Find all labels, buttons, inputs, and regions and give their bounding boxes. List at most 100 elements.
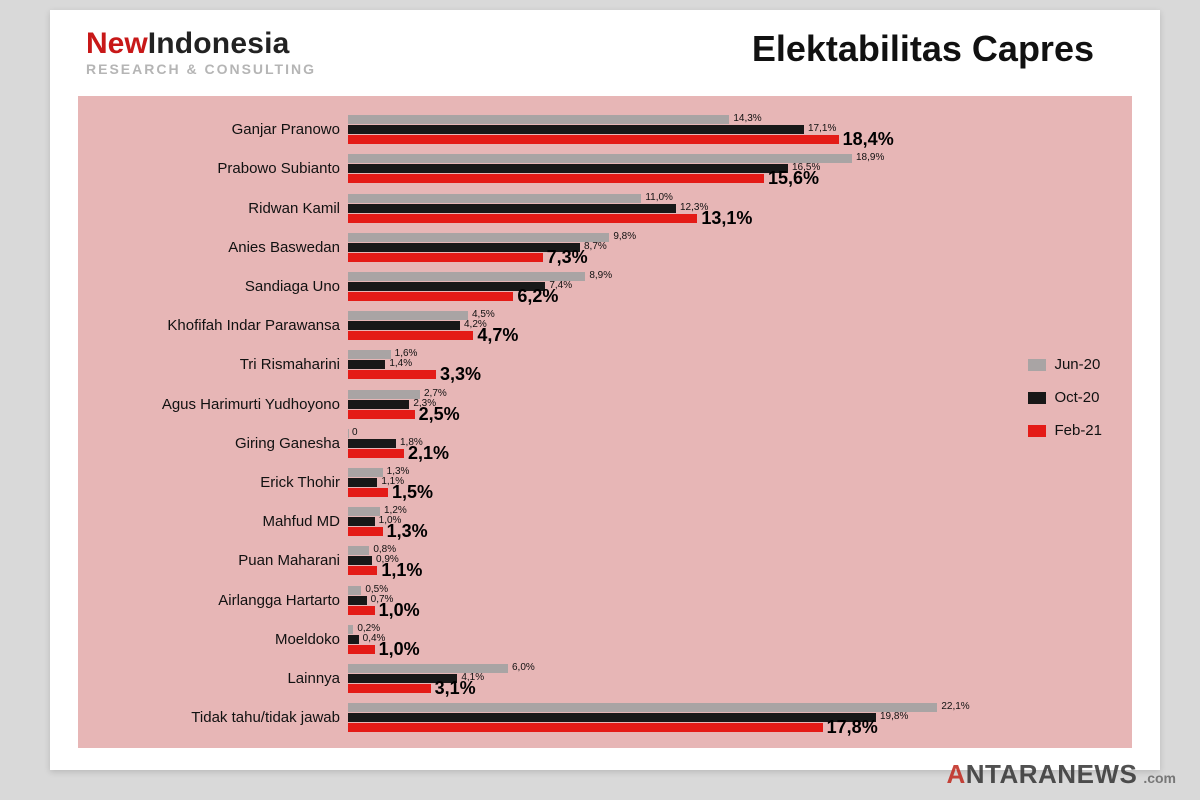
- bars-wrap: 11,0%12,3%13,1%: [348, 189, 1132, 228]
- bars-wrap: 01,8%2,1%: [348, 424, 1132, 463]
- logo-part2: Indonesia: [148, 27, 290, 60]
- bar-jun20: [348, 154, 852, 163]
- bar-jun20: [348, 586, 361, 595]
- legend: Jun-20 Oct-20 Feb-21: [1028, 356, 1102, 455]
- chart-row: Tidak tahu/tidak jawab22,1%19,8%17,8%: [78, 698, 1132, 737]
- bar-label-feb21: 3,3%: [440, 365, 481, 383]
- bar-oct20: [348, 596, 367, 605]
- watermark-suffix: .com: [1143, 770, 1176, 786]
- bar-feb21: [348, 214, 697, 223]
- bar-oct20: [348, 713, 876, 722]
- category-label: Tri Rismaharini: [78, 356, 348, 373]
- category-label: Lainnya: [78, 670, 348, 687]
- bar-label-feb21: 7,3%: [547, 248, 588, 266]
- legend-item-jun20: Jun-20: [1028, 356, 1102, 373]
- bar-oct20: [348, 439, 396, 448]
- bar-label-jun20: 11,0%: [645, 193, 673, 203]
- bar-jun20: [348, 468, 383, 477]
- bar-jun20: [348, 115, 729, 124]
- bar-oct20: [348, 635, 359, 644]
- bar-oct20: [348, 204, 676, 213]
- bar-label-feb21: 17,8%: [827, 718, 878, 736]
- bars-wrap: 0,2%0,4%1,0%: [348, 620, 1132, 659]
- bar-jun20: [348, 625, 353, 634]
- chart-row: Ganjar Pranowo14,3%17,1%18,4%: [78, 110, 1132, 149]
- bar-jun20: [348, 390, 420, 399]
- bar-jun20: [348, 233, 609, 242]
- legend-item-feb21: Feb-21: [1028, 422, 1102, 439]
- chart-row: Khofifah Indar Parawansa4,5%4,2%4,7%: [78, 306, 1132, 345]
- bar-label-oct20: 1,4%: [389, 359, 412, 369]
- chart-row: Prabowo Subianto18,9%16,5%15,6%: [78, 149, 1132, 188]
- bar-label-feb21: 1,0%: [379, 640, 420, 658]
- bar-feb21: [348, 174, 764, 183]
- bar-label-jun20: 6,0%: [512, 663, 535, 673]
- watermark-rest: NTARANEWS: [966, 759, 1138, 789]
- chart-row: Erick Thohir1,3%1,1%1,5%: [78, 463, 1132, 502]
- legend-label-jun20: Jun-20: [1054, 356, 1100, 373]
- logo-wordmark: NewIndonesia: [86, 28, 316, 60]
- chart-row: Airlangga Hartarto0,5%0,7%1,0%: [78, 580, 1132, 619]
- bar-label-feb21: 1,1%: [381, 561, 422, 579]
- bar-feb21: [348, 527, 383, 536]
- chart-card: NewIndonesia RESEARCH & CONSULTING Elekt…: [50, 10, 1160, 770]
- category-label: Agus Harimurti Yudhoyono: [78, 396, 348, 413]
- bar-label-jun20: 22,1%: [941, 702, 969, 712]
- bar-oct20: [348, 400, 409, 409]
- bar-feb21: [348, 684, 431, 693]
- chart-row: Lainnya6,0%4,1%3,1%: [78, 659, 1132, 698]
- chart-row: Agus Harimurti Yudhoyono2,7%2,3%2,5%: [78, 385, 1132, 424]
- legend-swatch-feb21: [1028, 425, 1046, 437]
- bar-label-feb21: 15,6%: [768, 169, 819, 187]
- bar-feb21: [348, 488, 388, 497]
- bar-oct20: [348, 556, 372, 565]
- bar-label-feb21: 2,1%: [408, 444, 449, 462]
- header: NewIndonesia RESEARCH & CONSULTING Elekt…: [50, 10, 1160, 80]
- bar-jun20: [348, 507, 380, 516]
- chart-title: Elektabilitas Capres: [752, 28, 1124, 70]
- bars-wrap: 1,3%1,1%1,5%: [348, 463, 1132, 502]
- bars-wrap: 18,9%16,5%15,6%: [348, 149, 1132, 188]
- bar-jun20: [348, 311, 468, 320]
- bar-feb21: [348, 370, 436, 379]
- bar-label-feb21: 1,3%: [387, 522, 428, 540]
- bars-wrap: 6,0%4,1%3,1%: [348, 659, 1132, 698]
- category-label: Puan Maharani: [78, 552, 348, 569]
- bar-label-jun20: 14,3%: [733, 114, 761, 124]
- category-label: Sandiaga Uno: [78, 278, 348, 295]
- bar-label-jun20: 18,9%: [856, 153, 884, 163]
- category-label: Khofifah Indar Parawansa: [78, 317, 348, 334]
- watermark-a: A: [946, 759, 965, 789]
- bar-label-feb21: 18,4%: [843, 130, 894, 148]
- bars-wrap: 0,5%0,7%1,0%: [348, 580, 1132, 619]
- bars-wrap: 8,9%7,4%6,2%: [348, 267, 1132, 306]
- bars-wrap: 4,5%4,2%4,7%: [348, 306, 1132, 345]
- bar-jun20: [348, 703, 937, 712]
- bar-label-oct20: 17,1%: [808, 124, 836, 134]
- bars-wrap: 9,8%8,7%7,3%: [348, 228, 1132, 267]
- watermark-text: ANTARANEWS: [946, 759, 1137, 790]
- chart-row: Moeldoko0,2%0,4%1,0%: [78, 620, 1132, 659]
- bar-oct20: [348, 282, 545, 291]
- chart-row: Giring Ganesha01,8%2,1%: [78, 424, 1132, 463]
- bar-jun20: [348, 194, 641, 203]
- bar-label-feb21: 1,0%: [379, 601, 420, 619]
- bar-jun20: [348, 429, 349, 438]
- category-label: Ridwan Kamil: [78, 200, 348, 217]
- bar-rows: Ganjar Pranowo14,3%17,1%18,4%Prabowo Sub…: [78, 110, 1132, 737]
- bar-label-jun20: 8,9%: [589, 271, 612, 281]
- bar-feb21: [348, 566, 377, 575]
- bar-feb21: [348, 253, 543, 262]
- category-label: Tidak tahu/tidak jawab: [78, 709, 348, 726]
- chart-row: Ridwan Kamil11,0%12,3%13,1%: [78, 189, 1132, 228]
- category-label: Airlangga Hartarto: [78, 592, 348, 609]
- chart-row: Sandiaga Uno8,9%7,4%6,2%: [78, 267, 1132, 306]
- bar-oct20: [348, 517, 375, 526]
- watermark: ANTARANEWS .com: [946, 759, 1176, 790]
- category-label: Anies Baswedan: [78, 239, 348, 256]
- legend-swatch-jun20: [1028, 359, 1046, 371]
- chart-row: Tri Rismaharini1,6%1,4%3,3%: [78, 345, 1132, 384]
- bar-oct20: [348, 478, 377, 487]
- bar-label-feb21: 13,1%: [701, 209, 752, 227]
- category-label: Moeldoko: [78, 631, 348, 648]
